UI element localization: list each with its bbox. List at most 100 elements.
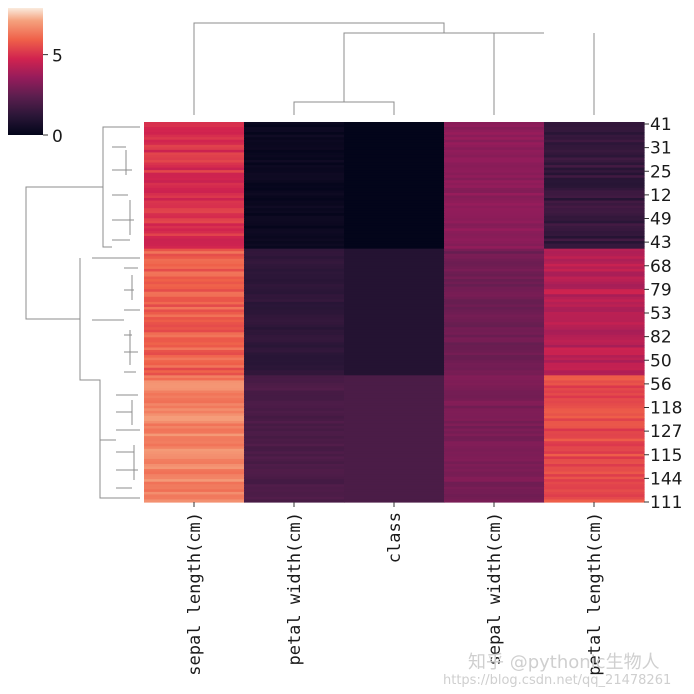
heatmap-cell — [244, 251, 345, 255]
colorbar-tick-label: 5 — [52, 47, 63, 67]
heatmap-cell — [144, 372, 245, 376]
heatmap-cell — [144, 403, 245, 407]
heatmap-cell — [444, 418, 545, 422]
heatmap-cell — [444, 489, 545, 493]
heatmap-cell — [544, 408, 645, 412]
heatmap-cell — [444, 147, 545, 151]
heatmap-cell — [444, 474, 545, 478]
heatmap-cell — [244, 241, 345, 245]
heatmap-cell — [344, 172, 445, 176]
heatmap-cell — [344, 357, 445, 361]
heatmap-cell — [544, 246, 645, 250]
heatmap-cell — [344, 157, 445, 161]
heatmap-cell — [544, 370, 645, 374]
heatmap-cell — [344, 251, 445, 255]
heatmap-cell — [544, 187, 645, 191]
heatmap-cell — [444, 441, 545, 445]
heatmap-cell — [544, 223, 645, 227]
heatmap-cell — [144, 266, 245, 270]
heatmap-cell — [544, 241, 645, 245]
heatmap-cell — [244, 418, 345, 422]
heatmap-cell — [344, 274, 445, 278]
heatmap-cell — [544, 347, 645, 351]
heatmap-cell — [144, 230, 245, 235]
heatmap-cell — [244, 172, 345, 176]
heatmap-cell — [344, 170, 445, 174]
heatmap-cell — [344, 486, 445, 490]
heatmap-cell — [344, 238, 445, 242]
heatmap-cell — [144, 296, 245, 300]
heatmap-cell — [544, 142, 645, 146]
heatmap-cell — [344, 182, 445, 186]
column-label: petal width(cm) — [285, 512, 305, 666]
heatmap-cell — [544, 271, 645, 275]
heatmap-cell — [544, 466, 645, 470]
heatmap-cell — [344, 147, 445, 151]
heatmap-cell — [144, 147, 245, 151]
heatmap-cell — [244, 291, 345, 295]
heatmap-cell — [544, 284, 645, 288]
heatmap-cell — [144, 192, 245, 197]
heatmap-cell — [144, 362, 245, 366]
heatmap-cell — [344, 415, 445, 419]
heatmap-cell — [344, 218, 445, 222]
heatmap-cell — [444, 347, 545, 351]
heatmap-cell — [244, 489, 345, 493]
heatmap-cell — [344, 451, 445, 455]
heatmap-cell — [444, 481, 545, 485]
heatmap-cell — [544, 481, 645, 485]
heatmap-cell — [444, 215, 545, 219]
heatmap-cell — [444, 415, 545, 419]
heatmap-cell — [344, 306, 445, 311]
heatmap-cell — [244, 426, 345, 430]
heatmap-cell — [144, 132, 245, 136]
heatmap-cell — [444, 225, 545, 229]
row-tick-label: 12 — [650, 186, 672, 206]
heatmap-cell — [444, 352, 545, 356]
heatmap-cell — [444, 306, 545, 311]
heatmap-cell — [244, 322, 345, 326]
heatmap-cell — [144, 187, 245, 191]
heatmap-cell — [144, 182, 245, 186]
heatmap-cell — [244, 428, 345, 432]
heatmap-cell — [244, 246, 345, 250]
heatmap-cell — [144, 456, 245, 460]
heatmap-cell — [344, 334, 445, 338]
heatmap-cell — [244, 129, 345, 133]
heatmap-cell — [444, 375, 545, 379]
heatmap-cell — [344, 484, 445, 488]
heatmap-cell — [244, 415, 345, 419]
heatmap-cell — [244, 329, 345, 333]
heatmap-cell — [544, 474, 645, 478]
heatmap-cell — [544, 203, 645, 207]
heatmap-cell — [544, 192, 645, 197]
heatmap-cell — [144, 299, 245, 303]
heatmap-cell — [144, 428, 245, 432]
column-labels: sepal length(cm) petal width(cm) class sepa… — [185, 502, 605, 676]
heatmap-cell — [544, 339, 645, 343]
heatmap-cell — [544, 220, 645, 224]
heatmap-cell — [144, 223, 245, 227]
heatmap-cell — [144, 484, 245, 488]
heatmap-cell — [544, 304, 645, 308]
heatmap-cell — [444, 243, 545, 247]
heatmap-cell — [144, 489, 245, 493]
heatmap-cell — [344, 124, 445, 128]
heatmap-cell — [244, 388, 345, 392]
heatmap-cell — [344, 203, 445, 207]
heatmap-cell — [444, 198, 545, 202]
row-tick-label: 82 — [650, 328, 672, 348]
heatmap-cell — [444, 334, 545, 338]
heatmap-cell — [444, 436, 545, 440]
heatmap-cell — [544, 431, 645, 435]
heatmap-cell — [444, 398, 545, 402]
heatmap-cell — [544, 456, 645, 460]
heatmap-cell — [344, 413, 445, 417]
heatmap-cell — [144, 312, 245, 316]
heatmap-cell — [544, 210, 645, 214]
heatmap-cell — [244, 474, 345, 478]
heatmap-cell — [444, 182, 545, 186]
heatmap-cell — [544, 352, 645, 356]
heatmap-cell — [244, 122, 345, 126]
heatmap-cell — [344, 382, 445, 387]
